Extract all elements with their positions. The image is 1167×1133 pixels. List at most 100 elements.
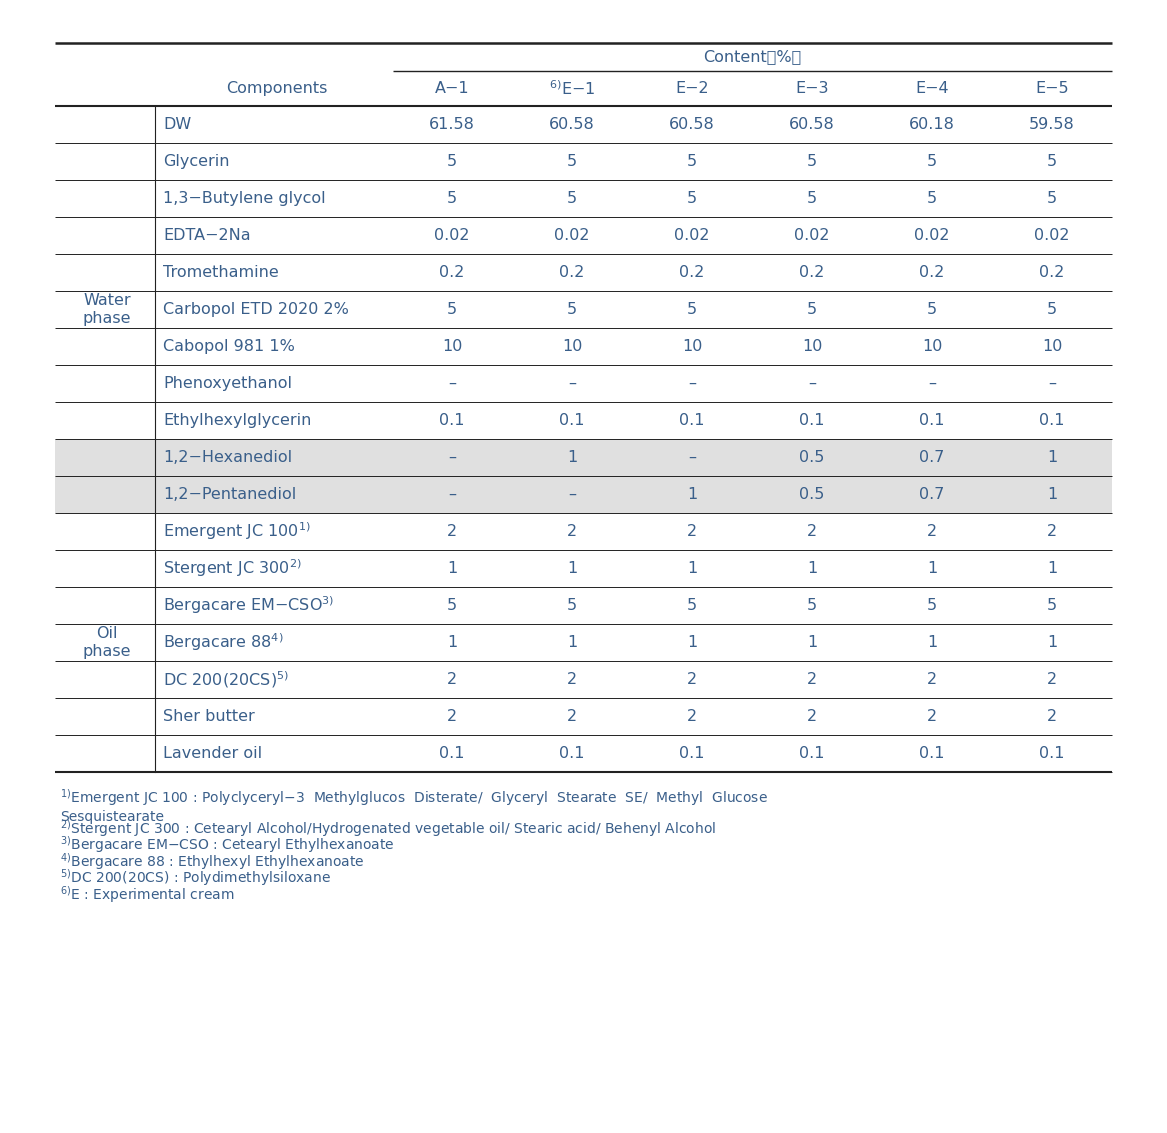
Text: 0.2: 0.2 [439, 265, 464, 280]
Text: 2: 2 [687, 523, 697, 539]
Text: 1: 1 [567, 634, 578, 650]
Text: A−1: A−1 [434, 80, 469, 96]
Text: 10: 10 [1042, 339, 1062, 353]
Text: 1: 1 [806, 634, 817, 650]
Text: 0.1: 0.1 [559, 414, 585, 428]
Text: 0.02: 0.02 [1034, 228, 1070, 242]
Text: Cabopol 981 1%: Cabopol 981 1% [163, 339, 295, 353]
Text: 1: 1 [567, 561, 578, 576]
Text: Glycerin: Glycerin [163, 154, 230, 169]
Text: $^{5)}$DC 200(20CS) : Polydimethylsiloxane: $^{5)}$DC 200(20CS) : Polydimethylsiloxa… [60, 868, 331, 888]
Text: 0.02: 0.02 [795, 228, 830, 242]
Text: 60.58: 60.58 [550, 117, 595, 133]
Text: 5: 5 [1047, 303, 1057, 317]
Text: 0.7: 0.7 [920, 487, 945, 502]
Text: 1: 1 [1047, 634, 1057, 650]
Text: 5: 5 [927, 303, 937, 317]
Text: –: – [689, 450, 696, 465]
Text: Bergacare EM−CSO$^{3)}$: Bergacare EM−CSO$^{3)}$ [163, 595, 335, 616]
Text: 10: 10 [802, 339, 823, 353]
Text: 5: 5 [447, 598, 457, 613]
Text: 0.2: 0.2 [559, 265, 585, 280]
Text: 0.5: 0.5 [799, 450, 825, 465]
Text: 5: 5 [447, 191, 457, 206]
Text: 0.02: 0.02 [675, 228, 710, 242]
Text: 2: 2 [447, 672, 457, 687]
Text: 0.2: 0.2 [799, 265, 825, 280]
Text: Stergent JC 300$^{2)}$: Stergent JC 300$^{2)}$ [163, 557, 301, 579]
Text: 0.1: 0.1 [439, 746, 464, 761]
Text: 0.7: 0.7 [920, 450, 945, 465]
Text: 2: 2 [447, 523, 457, 539]
Text: 0.2: 0.2 [679, 265, 705, 280]
Text: $^{2)}$Stergent JC 300 : Cetearyl Alcohol/Hydrogenated vegetable oil/ Stearic ac: $^{2)}$Stergent JC 300 : Cetearyl Alcoho… [60, 818, 717, 838]
Text: 0.1: 0.1 [679, 746, 705, 761]
Text: $^{6)}$E : Experimental cream: $^{6)}$E : Experimental cream [60, 884, 235, 905]
Text: Carbopol ETD 2020 2%: Carbopol ETD 2020 2% [163, 303, 349, 317]
Text: $^{3)}$Bergacare EM−CSO : Cetearyl Ethylhexanoate: $^{3)}$Bergacare EM−CSO : Cetearyl Ethyl… [60, 835, 394, 855]
Text: Tromethamine: Tromethamine [163, 265, 279, 280]
Text: 5: 5 [567, 303, 576, 317]
Text: Phenoxyethanol: Phenoxyethanol [163, 376, 292, 391]
Text: $^{4)}$Bergacare 88 : Ethylhexyl Ethylhexanoate: $^{4)}$Bergacare 88 : Ethylhexyl Ethylhe… [60, 851, 365, 872]
Text: 1: 1 [687, 487, 697, 502]
Text: Sher butter: Sher butter [163, 709, 254, 724]
Text: –: – [1048, 376, 1056, 391]
Text: 1: 1 [1047, 450, 1057, 465]
Text: Emergent JC 100$^{1)}$: Emergent JC 100$^{1)}$ [163, 521, 310, 543]
Text: 1,2−Hexanediol: 1,2−Hexanediol [163, 450, 292, 465]
Text: –: – [448, 376, 456, 391]
Text: 0.1: 0.1 [920, 746, 945, 761]
Text: 61.58: 61.58 [429, 117, 475, 133]
Text: 5: 5 [927, 191, 937, 206]
Text: 0.1: 0.1 [439, 414, 464, 428]
Text: 60.58: 60.58 [669, 117, 715, 133]
Text: 2: 2 [687, 672, 697, 687]
Text: 0.1: 0.1 [1040, 414, 1064, 428]
Text: 2: 2 [1047, 672, 1057, 687]
Text: 1: 1 [447, 561, 457, 576]
Text: 1: 1 [927, 561, 937, 576]
Text: 1: 1 [927, 634, 937, 650]
Text: 0.1: 0.1 [799, 746, 825, 761]
Text: 0.5: 0.5 [799, 487, 825, 502]
Text: 0.02: 0.02 [914, 228, 950, 242]
Text: 10: 10 [682, 339, 703, 353]
Text: E−2: E−2 [676, 80, 708, 96]
Text: 60.18: 60.18 [909, 117, 955, 133]
Text: –: – [568, 487, 576, 502]
Text: E−3: E−3 [795, 80, 829, 96]
Text: 2: 2 [1047, 523, 1057, 539]
Text: 0.2: 0.2 [1040, 265, 1064, 280]
Text: 5: 5 [806, 191, 817, 206]
Text: 59.58: 59.58 [1029, 117, 1075, 133]
Text: –: – [448, 487, 456, 502]
Text: 1: 1 [447, 634, 457, 650]
Text: Content（%）: Content（%） [704, 50, 802, 65]
Text: 5: 5 [567, 191, 576, 206]
Text: 5: 5 [1047, 191, 1057, 206]
Text: 5: 5 [806, 303, 817, 317]
Text: 5: 5 [447, 303, 457, 317]
Text: 2: 2 [927, 672, 937, 687]
Text: 2: 2 [806, 523, 817, 539]
Text: 2: 2 [687, 709, 697, 724]
Text: 0.02: 0.02 [434, 228, 470, 242]
Text: 5: 5 [447, 154, 457, 169]
Text: 2: 2 [1047, 709, 1057, 724]
Text: 2: 2 [806, 709, 817, 724]
Text: 5: 5 [567, 598, 576, 613]
Text: –: – [448, 450, 456, 465]
Text: 5: 5 [927, 154, 937, 169]
Text: 2: 2 [806, 672, 817, 687]
Text: 5: 5 [806, 598, 817, 613]
Text: 0.1: 0.1 [799, 414, 825, 428]
Text: Components: Components [225, 80, 327, 96]
Text: 10: 10 [561, 339, 582, 353]
Text: 0.2: 0.2 [920, 265, 945, 280]
Text: 1,2−Pentanediol: 1,2−Pentanediol [163, 487, 296, 502]
Text: Ethylhexylglycerin: Ethylhexylglycerin [163, 414, 312, 428]
Text: 5: 5 [687, 303, 697, 317]
Text: 5: 5 [1047, 154, 1057, 169]
Bar [55, 438, 1112, 476]
